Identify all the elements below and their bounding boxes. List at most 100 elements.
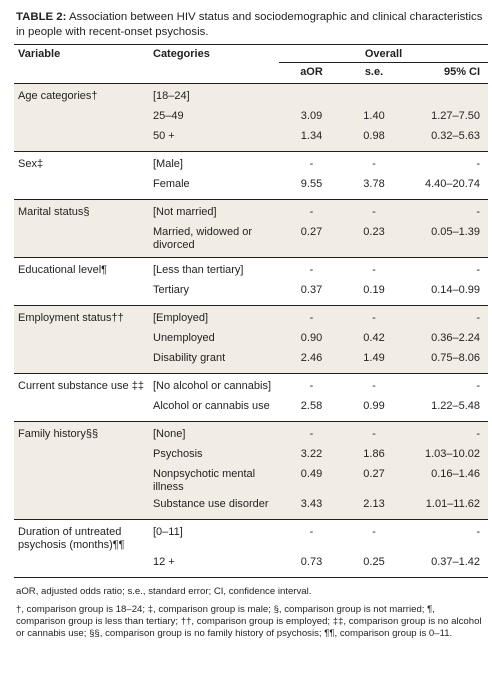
header-categories: Categories	[149, 44, 279, 63]
variable-group: Family history§§ [None] - - - Psychosis 3.22 1.…	[14, 421, 489, 520]
se-cell: 0.23	[363, 226, 385, 238]
category-cell: [18–24]	[153, 90, 190, 102]
aor-cell: 0.27	[300, 226, 323, 238]
se-cell: 0.98	[363, 130, 385, 142]
header-row-top: Variable Categories Overall	[14, 44, 489, 63]
table-row: 12 + 0.73 0.25 0.37–1.42	[14, 552, 488, 577]
header-blank-1	[14, 62, 149, 84]
ci-cell: 0.32–5.63	[431, 130, 481, 142]
category-cell: Unemployed	[153, 332, 215, 344]
variable-cell: Sex‡	[14, 151, 149, 174]
aor-cell: 2.46	[300, 352, 323, 364]
footnote-abbreviations: aOR, adjusted odds ratio; s.e., standard…	[16, 586, 312, 597]
variable-cell: Current substance use ‡‡	[14, 373, 149, 396]
table-label: TABLE 2:	[16, 11, 67, 23]
se-cell: 0.99	[363, 400, 385, 412]
aor-cell: -	[279, 257, 344, 280]
se-cell: 2.13	[363, 498, 385, 510]
se-cell: 0.19	[363, 284, 385, 296]
table-footnotes: aOR, adjusted odds ratio; s.e., standard…	[14, 577, 488, 640]
category-cell: Female	[153, 178, 190, 190]
aor-cell: 9.55	[300, 178, 323, 190]
ci-cell: 0.37–1.42	[431, 556, 481, 568]
aor-cell: -	[279, 421, 344, 444]
ci-cell: -	[404, 305, 489, 328]
table-row: Employment status†† [Employed] - - -	[14, 305, 489, 328]
ci-cell: -	[404, 421, 489, 444]
table-row: Alcohol or cannabis use 2.58 0.99 1.22–5.48	[14, 396, 488, 422]
category-cell: [None]	[149, 421, 279, 444]
se-cell: -	[344, 373, 404, 396]
category-cell: Nonpsychotic mental illness	[153, 468, 256, 493]
header-se: s.e.	[344, 62, 404, 84]
table-row: Sex‡ [Male] - - -	[14, 151, 489, 174]
category-cell: Married, widowed or divorced	[153, 226, 253, 251]
se-cell: -	[344, 257, 404, 280]
ci-cell: -	[404, 199, 489, 222]
variable-group: Sex‡ [Male] - - - Female 9.55 3.78 4.40–20.74	[14, 151, 489, 200]
header-overall: Overall	[279, 44, 489, 63]
variable-cell	[14, 348, 149, 374]
aor-cell: -	[279, 151, 344, 174]
variable-cell	[14, 444, 149, 464]
aor-cell: -	[279, 199, 344, 222]
se-cell: 0.25	[363, 556, 385, 568]
ci-cell: -	[404, 519, 489, 552]
se-cell: 1.49	[363, 352, 385, 364]
variable-cell	[14, 494, 149, 520]
aor-cell: -	[279, 373, 344, 396]
se-cell: -	[344, 151, 404, 174]
se-cell: -	[344, 421, 404, 444]
table-row: Family history§§ [None] - - -	[14, 421, 489, 444]
ci-cell: 4.40–20.74	[424, 178, 481, 190]
variable-group: Duration of untreated psychosis (months)…	[14, 519, 489, 578]
se-cell: 0.27	[363, 468, 385, 480]
aor-cell: -	[279, 519, 344, 552]
category-cell: [0–11]	[149, 519, 279, 552]
aor-cell: 0.73	[300, 556, 323, 568]
variable-group: Marital status§ [Not married] - - - Married, …	[14, 199, 489, 258]
variable-group: Educational level¶ [Less than tertiary] - -…	[14, 257, 489, 306]
table-row: Female 9.55 3.78 4.40–20.74	[14, 174, 488, 200]
aor-cell: 3.43	[300, 498, 323, 510]
header-ci: 95% CI	[404, 62, 489, 84]
se-cell	[344, 84, 404, 107]
variable-cell: Marital status§	[14, 199, 149, 222]
ci-cell: 1.03–10.02	[424, 448, 481, 460]
table-row: Age categories† [18–24]	[14, 84, 488, 107]
variable-cell	[14, 222, 149, 258]
category-cell: Psychosis	[153, 448, 203, 460]
ci-cell: 0.14–0.99	[431, 284, 481, 296]
se-cell: -	[344, 519, 404, 552]
table-row: Marital status§ [Not married] - - -	[14, 199, 489, 222]
ci-cell: 0.16–1.46	[431, 468, 481, 480]
category-cell: [Male]	[149, 151, 279, 174]
table-figure: TABLE 2: Association between HIV status …	[14, 0, 489, 640]
aor-cell: 0.49	[300, 468, 323, 480]
category-cell: Substance use disorder	[153, 498, 269, 510]
category-cell: [Employed]	[149, 305, 279, 328]
category-cell: Disability grant	[153, 352, 226, 364]
variable-group: Employment status†† [Employed] - - - Unemploy…	[14, 305, 489, 374]
se-cell: -	[344, 199, 404, 222]
aor-cell: 2.58	[300, 400, 323, 412]
se-cell: 0.42	[363, 332, 385, 344]
aor-cell: 0.90	[300, 332, 323, 344]
variable-cell	[14, 396, 149, 422]
variable-cell	[14, 126, 149, 152]
aor-cell: -	[279, 305, 344, 328]
ci-cell: -	[404, 257, 489, 280]
variable-cell	[14, 174, 149, 200]
table-title: Association between HIV status and socio…	[16, 11, 483, 38]
header-blank-2	[149, 62, 279, 84]
ci-cell: -	[404, 373, 489, 396]
variable-group: Age categories† [18–24] 25–49 3.09 1.40 1.27–…	[14, 83, 489, 152]
table-row: Current substance use ‡‡ [No alcohol or c…	[14, 373, 489, 396]
aor-cell: 3.09	[300, 110, 323, 122]
category-cell: Tertiary	[153, 284, 190, 296]
category-cell: [No alcohol or cannabis]	[149, 373, 279, 396]
variable-cell	[14, 280, 149, 306]
ci-cell: 1.27–7.50	[431, 110, 481, 122]
table-caption: TABLE 2: Association between HIV status …	[16, 10, 488, 40]
category-cell: 25–49	[153, 110, 184, 122]
